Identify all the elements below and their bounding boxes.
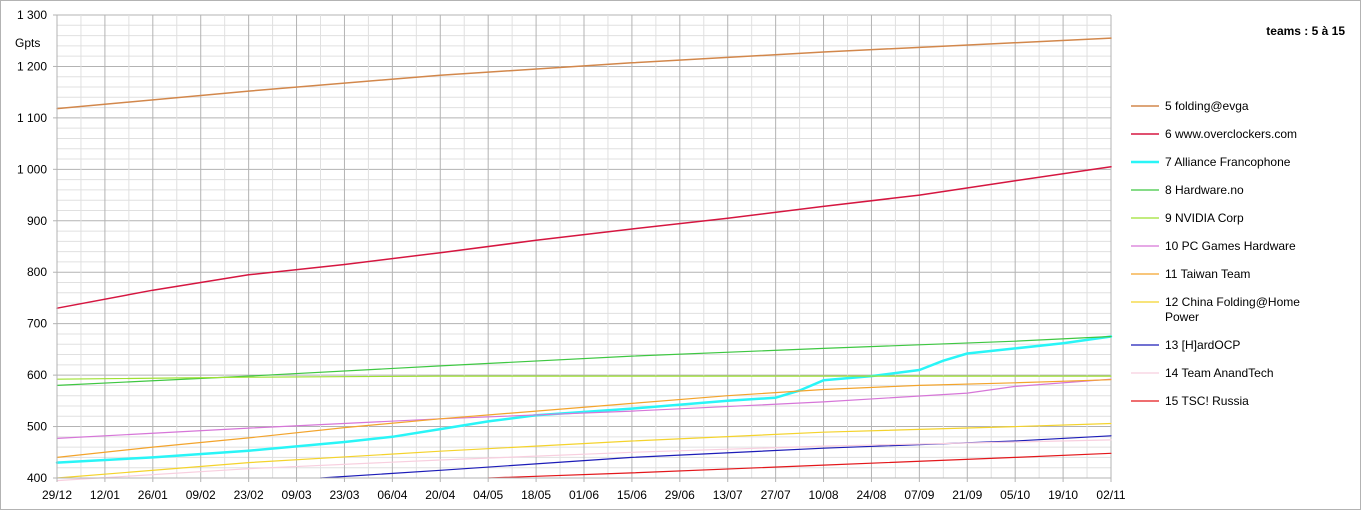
x-tick-label: 20/04 bbox=[425, 488, 455, 502]
series-line-4 bbox=[56, 335, 1112, 386]
y-tick-label: 900 bbox=[27, 214, 47, 228]
x-tick-label: 21/09 bbox=[952, 488, 982, 502]
x-tick-label: 15/06 bbox=[617, 488, 647, 502]
legend: 5 folding@evga 6 www.overclockers.com 7 Al… bbox=[1131, 99, 1300, 408]
x-tick-label: 26/01 bbox=[138, 488, 168, 502]
x-tick-label: 04/05 bbox=[473, 488, 503, 502]
x-tick-label: 02/11 bbox=[1096, 488, 1125, 502]
x-tick-label: 05/10 bbox=[1000, 488, 1030, 502]
y-tick-label: 1 300 bbox=[17, 8, 47, 22]
legend-label: 13 [H]ardOCP bbox=[1165, 338, 1240, 352]
series-line-3 bbox=[55, 335, 1113, 464]
y-tick-label: 1 000 bbox=[17, 162, 47, 176]
x-tick-label: 06/04 bbox=[377, 488, 407, 502]
x-tick-label: 09/02 bbox=[186, 488, 216, 502]
x-tick-label: 18/05 bbox=[521, 488, 551, 502]
legend-label: 5 folding@evga bbox=[1165, 99, 1249, 113]
legend-label: 6 www.overclockers.com bbox=[1165, 127, 1297, 141]
legend-label: 9 NVIDIA Corp bbox=[1165, 211, 1244, 225]
series-line-11 bbox=[487, 452, 1112, 479]
legend-label: 8 Hardware.no bbox=[1165, 183, 1244, 197]
axis-layer: 400 500 600 700 800 900 1 000 1 100 1 200 1 300 29… bbox=[17, 8, 1126, 502]
x-tick-label: 13/07 bbox=[713, 488, 743, 502]
legend-label: 15 TSC! Russia bbox=[1165, 394, 1249, 408]
y-tick-label: 800 bbox=[27, 265, 47, 279]
x-tick-label: 23/02 bbox=[234, 488, 264, 502]
chart-title: teams : 5 à 15 bbox=[1266, 24, 1345, 38]
y-tick-label: 700 bbox=[27, 317, 47, 331]
legend-label: 14 Team AnandTech bbox=[1165, 366, 1274, 380]
series-line-2 bbox=[56, 166, 1112, 309]
x-tick-label: 12/01 bbox=[90, 488, 120, 502]
series-line-9 bbox=[319, 435, 1112, 479]
y-tick-label: 400 bbox=[27, 471, 47, 485]
series-line-7 bbox=[56, 379, 1112, 458]
x-tick-label: 24/08 bbox=[856, 488, 886, 502]
x-tick-label: 19/10 bbox=[1048, 488, 1078, 502]
y-axis-label: Gpts bbox=[15, 36, 40, 50]
x-tick-label: 29/12 bbox=[42, 488, 72, 502]
x-tick-label: 10/08 bbox=[809, 488, 839, 502]
x-tick-label: 09/03 bbox=[282, 488, 312, 502]
series-line-6 bbox=[56, 378, 1112, 439]
legend-label: 10 PC Games Hardware bbox=[1165, 239, 1296, 253]
series-line-5 bbox=[56, 375, 1112, 380]
series-layer bbox=[55, 37, 1113, 482]
x-tick-label: 23/03 bbox=[329, 488, 359, 502]
x-tick-label: 29/06 bbox=[665, 488, 695, 502]
legend-label: 11 Taiwan Team bbox=[1165, 267, 1250, 281]
y-tick-label: 500 bbox=[27, 420, 47, 434]
grid-layer bbox=[56, 14, 1112, 479]
x-tick-label: 01/06 bbox=[569, 488, 599, 502]
x-tick-label: 27/07 bbox=[761, 488, 791, 502]
x-tick-label: 07/09 bbox=[904, 488, 934, 502]
legend-label: 12 China Folding@Home Power bbox=[1165, 295, 1300, 324]
series-line-1 bbox=[56, 37, 1112, 110]
y-tick-label: 1 100 bbox=[17, 111, 47, 125]
series-line-8 bbox=[56, 422, 1112, 479]
y-tick-label: 1 200 bbox=[17, 59, 47, 73]
series-line-10 bbox=[56, 439, 1112, 482]
legend-label: 7 Alliance Francophone bbox=[1165, 155, 1291, 169]
y-tick-label: 600 bbox=[27, 368, 47, 382]
